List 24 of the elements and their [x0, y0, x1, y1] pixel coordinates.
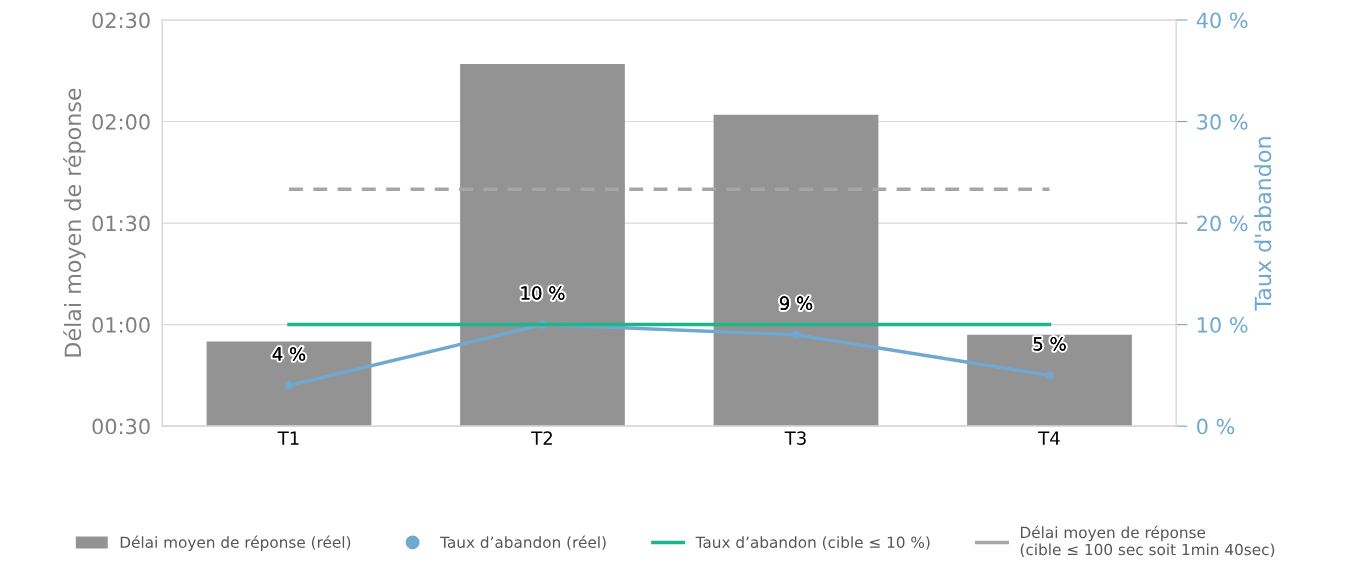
- legend-label: Délai moyen de réponse (cible ≤ 100 sec soit 1min 40sec): [1020, 525, 1275, 558]
- legend-label: Taux d’abandon (réel): [440, 535, 606, 550]
- data-label: 5 %: [1033, 336, 1066, 351]
- y2-tick-label: 20 %: [1197, 215, 1248, 232]
- y2-tick-label: 40 %: [1196, 12, 1248, 29]
- x-tick-label: T4: [1038, 431, 1060, 445]
- y2-tick-label: 0 %: [1197, 418, 1235, 435]
- x-tick-label: T2: [531, 431, 552, 445]
- y-tick-label: 02:00: [92, 114, 150, 130]
- y-tick-label: 01:00: [92, 317, 150, 333]
- data-label: 10 %: [521, 286, 565, 300]
- x-tick-label: T1: [277, 431, 299, 445]
- y-tick-label: 02:30: [92, 12, 150, 29]
- y2-tick-label: 30 %: [1197, 114, 1248, 130]
- x-tick-label: T3: [784, 431, 806, 445]
- legend-label: Délai moyen de réponse (réel): [120, 535, 351, 551]
- y2-tick-label: 10 %: [1197, 317, 1248, 333]
- y-tick-label: 00:30: [92, 418, 150, 435]
- data-label: 4 %: [272, 347, 306, 361]
- legend-label: Taux d’abandon (cible ≤ 10 %): [695, 536, 930, 550]
- y-tick-label: 01:30: [92, 215, 150, 232]
- data-label: 9 %: [779, 296, 813, 311]
- y2-axis-title: Taux d'abandon: [1254, 137, 1272, 311]
- y-axis-title: Délai moyen de réponse: [63, 88, 86, 357]
